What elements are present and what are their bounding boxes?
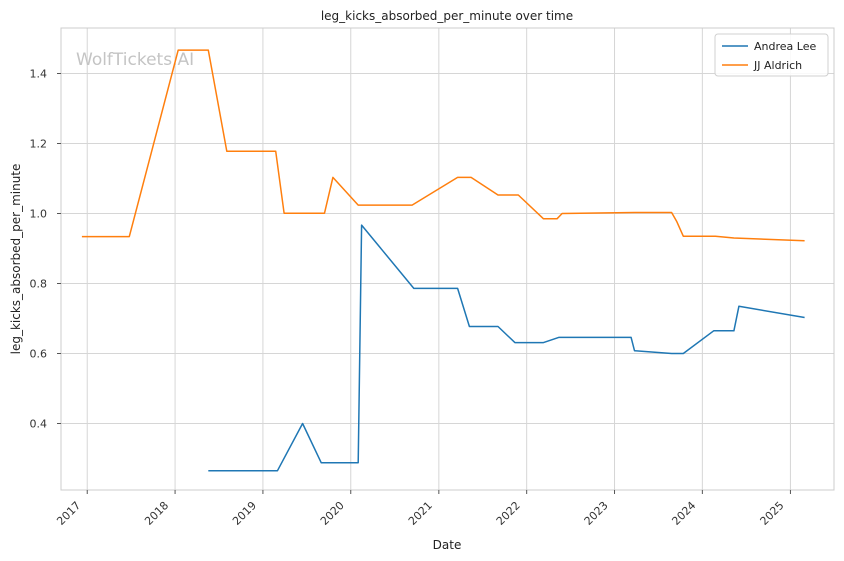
watermark-text: WolfTickets.AI: [76, 50, 194, 70]
y-tick-label-1.2: 1.2: [30, 138, 48, 151]
legend-label-1: Andrea Lee: [754, 40, 816, 53]
x-tick-label-2021: 2021: [406, 499, 435, 528]
x-tick-label-2018: 2018: [142, 499, 171, 528]
x-axis-ticks: 2017 2018 2019 2020 2021 2022 2023 2024 2025: [54, 490, 791, 528]
y-axis-label: leg_kicks_absorbed_per_minute: [9, 164, 23, 355]
plot-frame: [60, 27, 835, 491]
chart-title: leg_kicks_absorbed_per_minute over time: [321, 9, 573, 23]
x-tick-label-2025: 2025: [758, 499, 787, 528]
x-tick-label-2020: 2020: [318, 499, 347, 528]
series-line-2: [81, 49, 805, 242]
vertical-gridlines: [86, 28, 791, 490]
series-line-1: [208, 224, 805, 472]
x-tick-label-2019: 2019: [230, 499, 259, 528]
y-tick-label-1.0: 1.0: [30, 208, 48, 221]
y-tick-label-0.8: 0.8: [30, 278, 48, 291]
x-tick-label-2017: 2017: [54, 499, 83, 528]
x-axis-label: Date: [433, 538, 462, 552]
horizontal-gridlines: [61, 73, 834, 424]
series-layer: [81, 49, 805, 472]
y-tick-label-0.6: 0.6: [30, 348, 48, 361]
y-axis-ticks: 0.4 0.6 0.8 1.0 1.2 1.4: [30, 68, 61, 431]
x-tick-label-2022: 2022: [494, 499, 523, 528]
x-tick-label-2023: 2023: [582, 499, 611, 528]
y-tick-label-1.4: 1.4: [30, 68, 48, 81]
legend-label-2: JJ Aldrich: [753, 59, 802, 72]
y-tick-label-0.4: 0.4: [30, 418, 48, 431]
x-tick-label-2024: 2024: [669, 499, 698, 528]
legend: Andrea Lee JJ Aldrich: [714, 33, 829, 77]
